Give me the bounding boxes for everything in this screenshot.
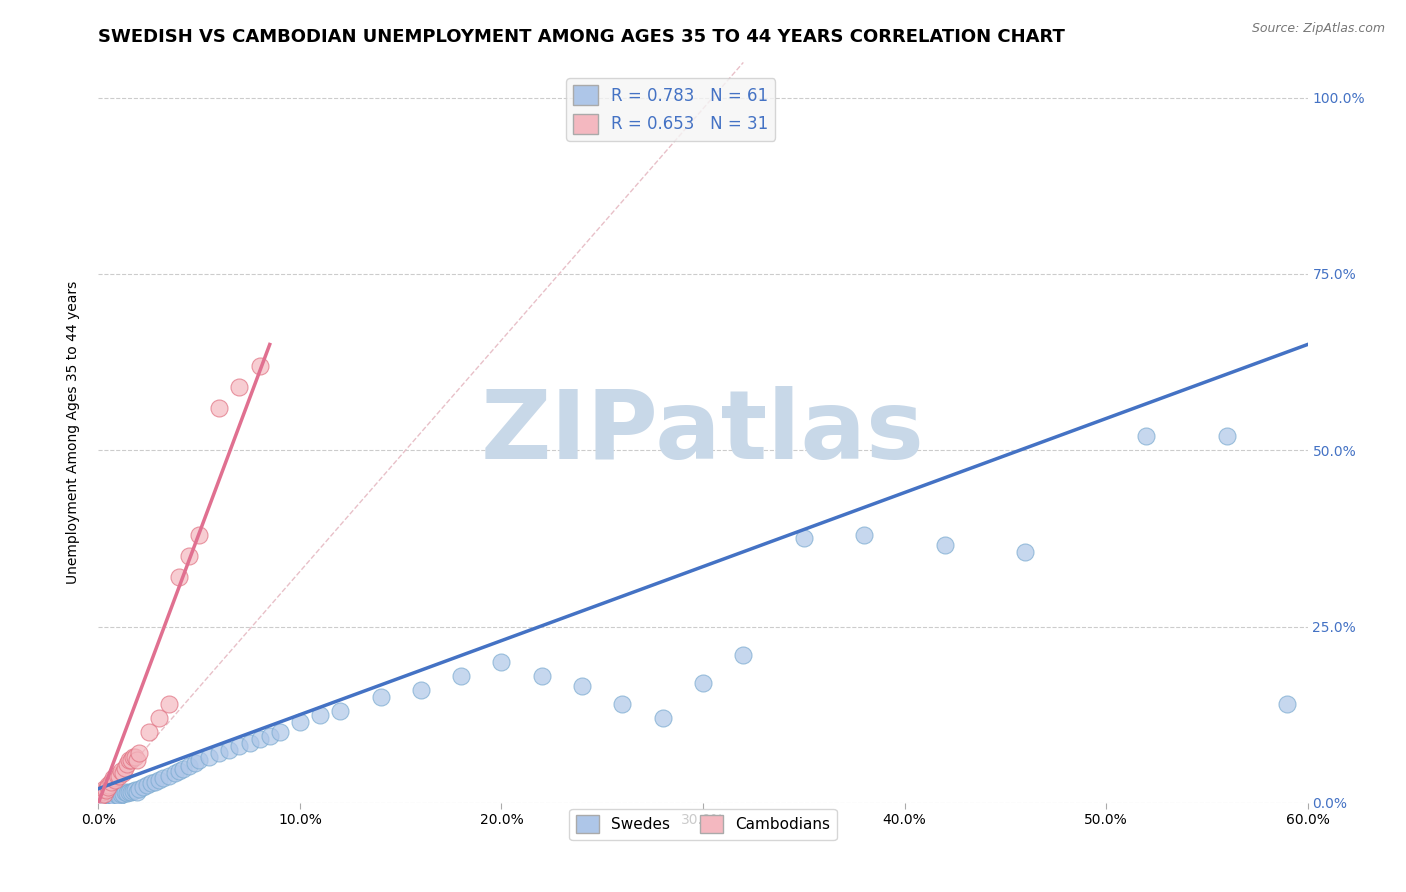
Point — [692, 676, 714, 690]
Point — [1135, 429, 1157, 443]
Point — [96, 790, 118, 805]
Point — [179, 549, 201, 563]
Point — [249, 359, 271, 373]
Point — [93, 788, 115, 802]
Point — [188, 754, 211, 768]
Point — [91, 785, 114, 799]
Point — [249, 732, 271, 747]
Point — [107, 769, 129, 783]
Point — [571, 680, 593, 694]
Point — [120, 754, 142, 768]
Point — [105, 767, 128, 781]
Point — [167, 764, 190, 778]
Point — [96, 783, 118, 797]
Point — [1014, 545, 1036, 559]
Point — [100, 789, 122, 804]
Point — [97, 780, 120, 795]
Point — [259, 729, 281, 743]
Point — [118, 784, 141, 798]
Point — [157, 769, 180, 783]
Point — [228, 739, 250, 754]
Point — [121, 750, 143, 764]
Text: Source: ZipAtlas.com: Source: ZipAtlas.com — [1251, 22, 1385, 36]
Point — [198, 750, 221, 764]
Point — [93, 790, 115, 805]
Point — [309, 707, 332, 722]
Point — [651, 711, 673, 725]
Point — [139, 776, 162, 790]
Point — [450, 669, 472, 683]
Point — [148, 711, 170, 725]
Point — [128, 781, 150, 796]
Point — [167, 570, 190, 584]
Point — [138, 725, 160, 739]
Point — [89, 789, 111, 803]
Point — [111, 766, 134, 780]
Point — [1277, 697, 1299, 711]
Point — [128, 747, 150, 761]
Point — [491, 655, 513, 669]
Point — [132, 780, 155, 795]
Point — [120, 785, 142, 799]
Text: SWEDISH VS CAMBODIAN UNEMPLOYMENT AMONG AGES 35 TO 44 YEARS CORRELATION CHART: SWEDISH VS CAMBODIAN UNEMPLOYMENT AMONG … — [98, 28, 1066, 45]
Point — [118, 754, 141, 768]
Point — [97, 778, 120, 792]
Text: ZIPatlas: ZIPatlas — [481, 386, 925, 479]
Point — [97, 791, 120, 805]
Point — [114, 785, 136, 799]
Point — [114, 760, 136, 774]
Point — [148, 773, 170, 788]
Point — [208, 401, 231, 415]
Point — [124, 750, 146, 764]
Point — [853, 528, 876, 542]
Point — [612, 697, 634, 711]
Point — [733, 648, 755, 662]
Point — [218, 743, 240, 757]
Point — [157, 697, 180, 711]
Point — [228, 380, 250, 394]
Point — [329, 704, 352, 718]
Point — [934, 538, 956, 552]
Point — [208, 747, 231, 761]
Point — [107, 789, 129, 803]
Point — [184, 756, 207, 771]
Point — [125, 784, 148, 798]
Point — [152, 771, 174, 785]
Point — [121, 784, 143, 798]
Point — [125, 754, 148, 768]
Point — [124, 783, 146, 797]
Point — [269, 725, 291, 739]
Point — [143, 774, 166, 789]
Point — [172, 762, 194, 776]
Point — [409, 683, 432, 698]
Point — [101, 771, 124, 785]
Y-axis label: Unemployment Among Ages 35 to 44 years: Unemployment Among Ages 35 to 44 years — [66, 281, 80, 584]
Point — [105, 788, 128, 802]
Point — [115, 786, 138, 800]
Point — [239, 736, 262, 750]
Point — [107, 788, 129, 802]
Point — [135, 778, 157, 792]
Point — [101, 789, 124, 803]
Point — [103, 790, 125, 805]
Point — [188, 528, 211, 542]
Point — [100, 774, 122, 789]
Legend: Swedes, Cambodians: Swedes, Cambodians — [569, 809, 837, 839]
Point — [103, 773, 125, 788]
Point — [1216, 429, 1239, 443]
Point — [115, 757, 138, 772]
Point — [110, 764, 132, 778]
Point — [793, 532, 815, 546]
Point — [288, 714, 311, 729]
Point — [91, 792, 114, 806]
Point — [179, 759, 201, 773]
Point — [530, 669, 553, 683]
Point — [93, 781, 115, 796]
Point — [370, 690, 392, 704]
Point — [163, 766, 186, 780]
Point — [110, 788, 132, 802]
Point — [111, 787, 134, 801]
